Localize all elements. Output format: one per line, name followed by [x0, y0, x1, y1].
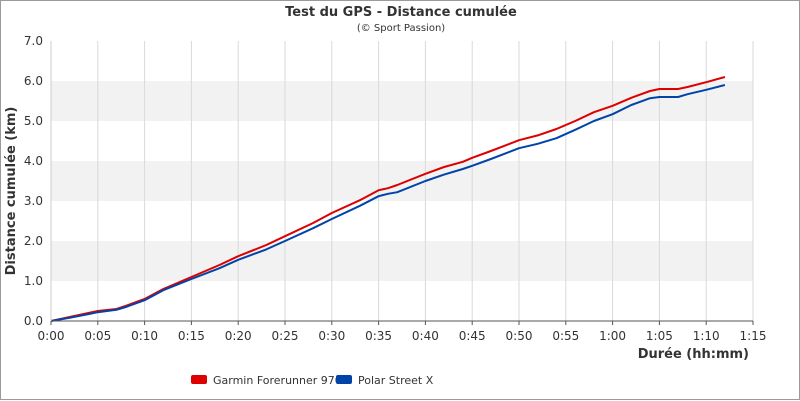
x-tick-label: 0:35: [365, 329, 392, 343]
x-tick-label: 1:15: [740, 329, 767, 343]
y-tick-label: 0.0: [24, 314, 43, 328]
x-axis-ticks: 0:00 0:05 0:10 0:15 0:20 0:25 0:30 0:35 0:40 0:45…: [38, 321, 767, 343]
grid-band: [51, 241, 753, 281]
legend-swatch: [191, 375, 207, 384]
x-tick-label: 0:05: [84, 329, 111, 343]
x-tick-label: 0:45: [459, 329, 486, 343]
x-tick-label: 1:10: [693, 329, 720, 343]
grid-band: [51, 81, 753, 121]
y-tick-label: 1.0: [24, 274, 43, 288]
x-tick-label: 0:50: [506, 329, 533, 343]
x-tick-label: 1:05: [646, 329, 673, 343]
grid-bands: [51, 81, 753, 281]
x-tick-label: 0:30: [318, 329, 345, 343]
x-tick-label: 1:00: [599, 329, 626, 343]
grid-band: [51, 161, 753, 201]
series-layer: [50, 76, 726, 322]
legend-swatch: [336, 375, 352, 384]
x-tick-label: 0:00: [38, 329, 65, 343]
x-tick-label: 0:10: [131, 329, 158, 343]
x-tick-label: 0:55: [552, 329, 579, 343]
series-line-1: [50, 76, 726, 322]
y-tick-label: 2.0: [24, 234, 43, 248]
legend-label: Polar Street X: [358, 374, 434, 387]
legend: Garmin Forerunner 970 Polar Street X: [191, 374, 434, 387]
x-tick-label: 0:25: [272, 329, 299, 343]
y-tick-label: 3.0: [24, 194, 43, 208]
y-tick-label: 5.0: [24, 114, 43, 128]
x-tick-label: 0:40: [412, 329, 439, 343]
legend-label: Garmin Forerunner 970: [213, 374, 342, 387]
x-axis-label: Durée (hh:mm): [638, 347, 749, 362]
series-line-2: [50, 84, 726, 322]
x-tick-label: 0:20: [225, 329, 252, 343]
chart-subtitle: (© Sport Passion): [357, 23, 445, 34]
y-tick-label: 6.0: [24, 74, 43, 88]
chart-title: Test du GPS - Distance cumulée: [285, 5, 517, 20]
y-tick-label: 4.0: [24, 154, 43, 168]
y-axis-label: Distance cumulée (km): [4, 107, 19, 276]
y-tick-label: 7.0: [24, 34, 43, 48]
y-axis-ticks: 0.0 1.0 2.0 3.0 4.0 5.0 6.0 7.0: [24, 34, 43, 328]
vertical-gridlines: [97, 41, 754, 321]
x-tick-label: 0:15: [178, 329, 205, 343]
